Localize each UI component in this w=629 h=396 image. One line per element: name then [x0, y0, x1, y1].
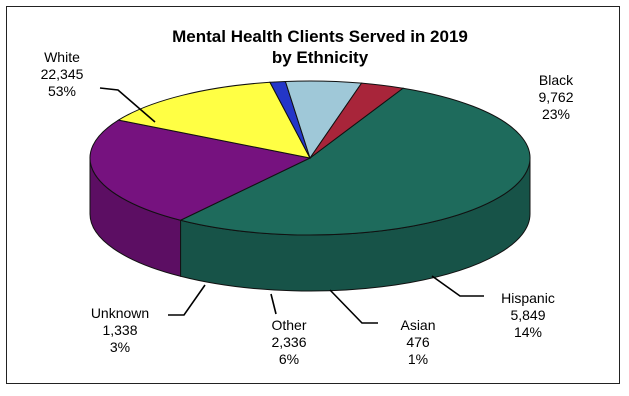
label-black-percent: 23% [542, 106, 570, 122]
leader-line-unknown [168, 284, 206, 316]
pie-slice-unknown [309, 82, 405, 159]
chart-title-line1: Mental Health Clients Served in 2019 [172, 27, 468, 46]
label-black-value: 9,762 [538, 89, 573, 105]
label-unknown-percent: 3% [110, 339, 130, 355]
label-asian-percent: 1% [408, 351, 428, 367]
label-other-percent: 6% [279, 351, 299, 367]
pie-slice-black [89, 119, 312, 221]
label-unknown-name: Unknown [91, 305, 149, 321]
label-black-name: Black [539, 72, 574, 88]
label-asian-name: Asian [400, 317, 435, 333]
pie-slice-hispanic [117, 81, 311, 159]
leader-line-other [270, 293, 277, 315]
leader-line-asian [329, 289, 378, 324]
label-hispanic-name: Hispanic [501, 290, 555, 306]
leader-lines [99, 87, 484, 324]
label-hispanic-value: 5,849 [510, 307, 545, 323]
label-other-value: 2,336 [271, 334, 306, 350]
label-asian-value: 476 [406, 334, 430, 350]
leader-line-hispanic [431, 275, 484, 297]
label-white-percent: 53% [48, 83, 76, 99]
label-hispanic-percent: 14% [514, 324, 542, 340]
label-unknown-value: 1,338 [102, 322, 137, 338]
pie-tops [89, 80, 531, 236]
label-white-value: 22,345 [41, 66, 84, 82]
chart-title-line2: by Ethnicity [272, 48, 369, 67]
label-white-name: White [44, 49, 80, 65]
pie-slice-white [179, 87, 531, 236]
leader-line-white [99, 87, 156, 123]
label-other-name: Other [271, 317, 306, 333]
